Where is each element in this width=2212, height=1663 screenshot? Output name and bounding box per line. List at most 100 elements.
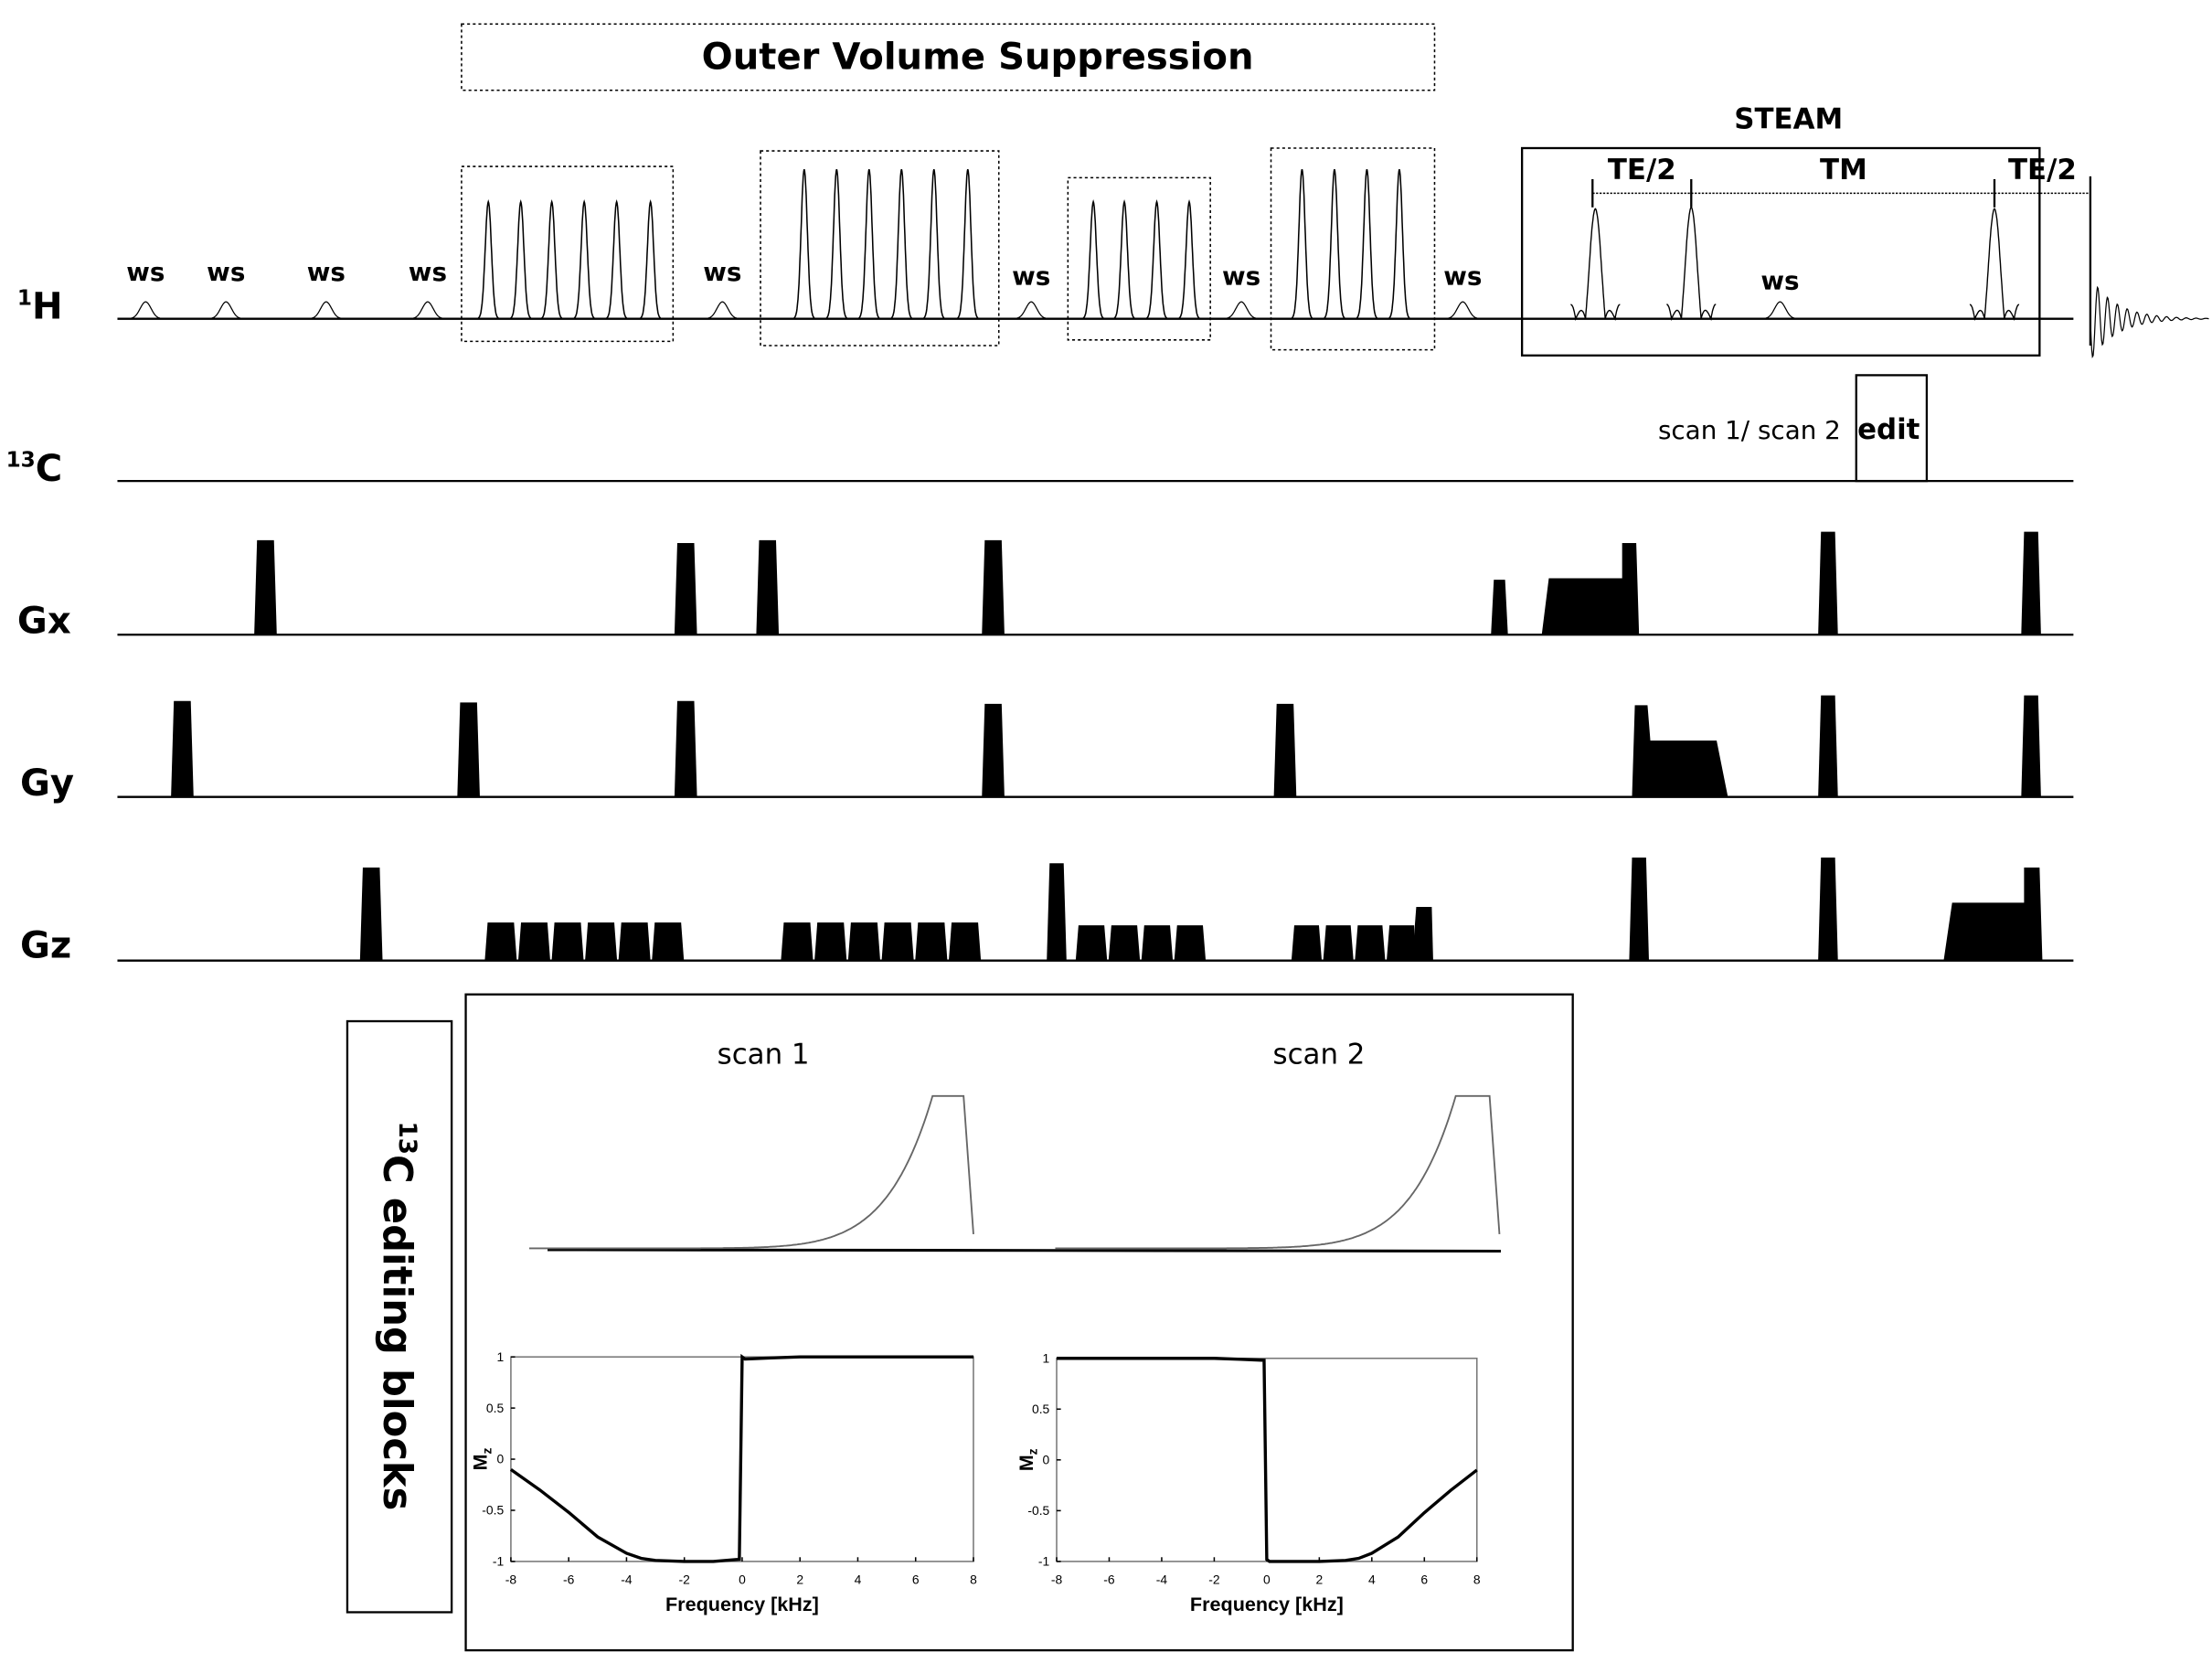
gy-crusher xyxy=(1818,695,1838,797)
steam-pulse-2 xyxy=(1666,206,1717,322)
y-tick-label: -1 xyxy=(493,1554,505,1569)
y-tick-label: 0 xyxy=(1043,1452,1050,1466)
ovs-pulse xyxy=(505,198,535,320)
gz-ovs-gradient xyxy=(847,922,880,961)
steam-pulses xyxy=(1570,206,2020,322)
gz-ovs-gradient xyxy=(881,922,914,961)
gx-crusher xyxy=(1491,580,1508,635)
x-tick-label: -4 xyxy=(621,1572,633,1587)
ws-label: ws xyxy=(703,257,741,287)
y-axis-label: Mz xyxy=(1015,1448,1040,1471)
gy-crusher xyxy=(982,703,1005,797)
ws-pulse xyxy=(1437,301,1488,320)
ws-label: ws xyxy=(1443,261,1482,292)
te2-label-second: TE/2 xyxy=(2008,154,2077,187)
ws-label: ws xyxy=(1760,265,1799,295)
gy-slice-select xyxy=(1632,705,1728,797)
ovs-pulse xyxy=(569,198,599,320)
x-tick-label: 8 xyxy=(970,1572,977,1587)
ovs-pulse xyxy=(887,168,916,320)
ws-pulse xyxy=(697,301,748,320)
adiabatic-pulse-scan-1 xyxy=(528,1094,974,1250)
water-suppression-pulses: ws ws ws ws ws ws ws ws ws xyxy=(120,257,1805,320)
fid-signal xyxy=(2090,285,2209,359)
gz-ovs-gradient xyxy=(484,922,517,961)
edit-pulse-box xyxy=(1855,374,1929,483)
x-tick-label: -2 xyxy=(1208,1572,1220,1587)
ovs-pulse xyxy=(1287,168,1316,320)
gz-ovs-gradient xyxy=(652,922,685,961)
y-tick-label: -1 xyxy=(1038,1554,1050,1569)
channel-label-13c: 13C xyxy=(6,448,63,490)
gx-crusher xyxy=(982,539,1005,635)
ws-pulse xyxy=(1754,301,1805,320)
steam-box xyxy=(1520,146,2041,357)
gz-crusher xyxy=(1818,858,1838,961)
y-tick-label: 0.5 xyxy=(1032,1402,1050,1416)
gz-ovs-gradient xyxy=(1291,925,1323,961)
x-tick-label: -8 xyxy=(505,1572,517,1587)
gx-crusher xyxy=(674,542,697,635)
gx-crusher xyxy=(1818,531,1838,635)
ovs-pulse xyxy=(855,168,884,320)
ws-label: ws xyxy=(1012,261,1050,292)
scan-1-title: scan 1 xyxy=(718,1038,810,1071)
ovs-pulse xyxy=(473,198,503,320)
ws-pulse xyxy=(1005,301,1057,320)
ws-label: ws xyxy=(207,257,245,287)
gz-ovs-gradient xyxy=(585,922,618,961)
editing-blocks-label: 13C editing blocks xyxy=(374,1122,420,1511)
gy-crusher xyxy=(2021,695,2041,797)
gx-slice-select xyxy=(1541,542,1640,635)
gx-crusher xyxy=(2021,531,2041,635)
gz-ovs-gradient xyxy=(915,922,948,961)
gy-crusher xyxy=(1273,703,1297,797)
gz-crusher xyxy=(1047,863,1067,961)
mz-curve xyxy=(509,1353,973,1563)
scan-2-title: scan 2 xyxy=(1273,1038,1366,1071)
channel-label-1h: 1H xyxy=(17,286,63,328)
ws-label: ws xyxy=(307,257,346,287)
gz-ovs-gradient xyxy=(1414,907,1433,961)
ws-pulse xyxy=(402,301,452,320)
gz-crusher xyxy=(1629,858,1649,961)
x-tick-label: 0 xyxy=(1263,1572,1271,1587)
y-tick-label: -0.5 xyxy=(482,1503,504,1518)
ovs-pulse xyxy=(537,198,566,320)
x-tick-label: 2 xyxy=(1315,1572,1323,1587)
ovs-pulse xyxy=(953,168,983,320)
gy-crusher xyxy=(674,700,697,797)
gz-ovs-gradient xyxy=(1387,925,1418,961)
timing-ticks xyxy=(1591,176,2092,346)
adiabatic-pulse-scan-2 xyxy=(1055,1094,1501,1250)
x-tick-label: 4 xyxy=(1368,1572,1376,1587)
gz-ovs-gradient xyxy=(814,922,847,961)
x-tick-label: -2 xyxy=(679,1572,691,1587)
channel-label-gx: Gx xyxy=(17,601,71,643)
ovs-pulse xyxy=(790,168,819,320)
gy-crusher xyxy=(171,700,194,797)
ovs-box xyxy=(760,150,1000,346)
y-tick-label: 1 xyxy=(1043,1350,1050,1365)
gz-ovs-gradient xyxy=(551,922,584,961)
gz-slice-select xyxy=(1943,867,2043,961)
ovs-pulse xyxy=(1175,198,1204,320)
gz-ovs-gradient xyxy=(1355,925,1386,961)
y-tick-label: -0.5 xyxy=(1027,1503,1049,1518)
ovs-pulse xyxy=(1320,168,1349,320)
gz-ovs-gradient xyxy=(1141,925,1174,961)
ovs-pulse xyxy=(635,198,665,320)
mz-plot-scan-2: -8 -6 -4 -2 0 2 4 6 8 -1 -0.5 0 0.5 1 Frequency [kHz] M… xyxy=(1015,1350,1481,1615)
x-tick-label: 2 xyxy=(796,1572,803,1587)
ovs-pulse xyxy=(920,168,949,320)
x-tick-label: 6 xyxy=(1420,1572,1428,1587)
editing-blocks-panel xyxy=(464,993,1574,1652)
ovs-title: Outer Volume Suppression xyxy=(702,37,1254,79)
ovs-pulse xyxy=(1385,168,1414,320)
gz-ovs-gradient xyxy=(517,922,550,961)
gx-crusher xyxy=(756,539,780,635)
ws-label: ws xyxy=(126,257,165,287)
adiabatic-baseline xyxy=(548,1248,1501,1253)
gz-ovs-gradient xyxy=(1075,925,1108,961)
gz-crusher xyxy=(359,867,383,961)
